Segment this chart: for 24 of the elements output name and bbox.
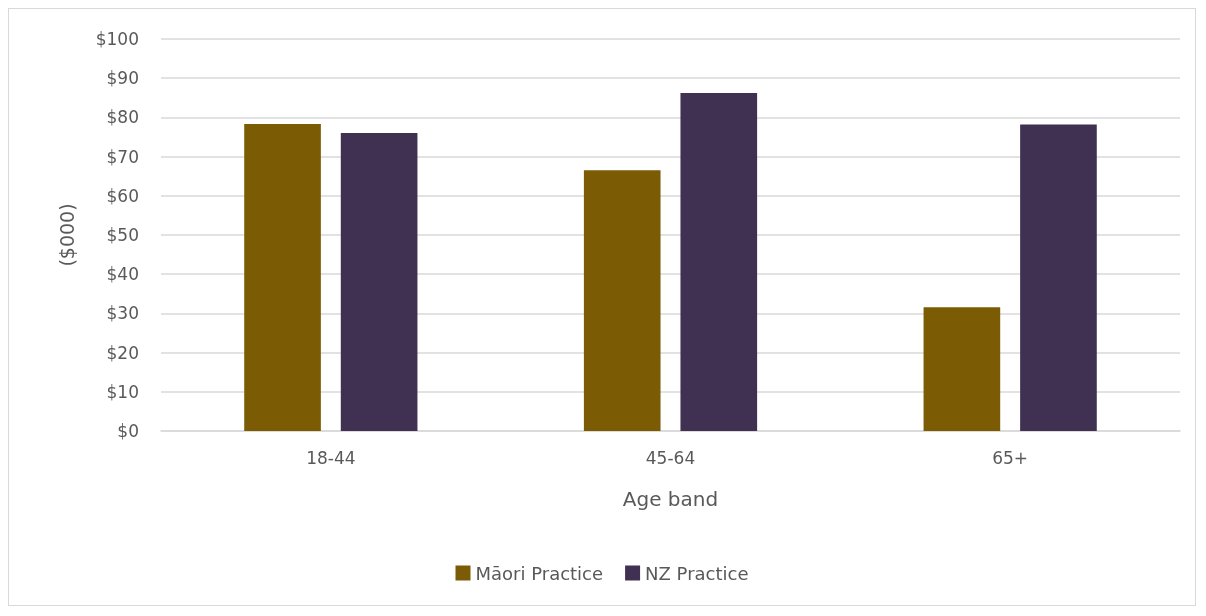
bar bbox=[680, 93, 758, 431]
y-tick-label: $100 bbox=[95, 29, 139, 49]
y-tick-label: $80 bbox=[106, 107, 139, 128]
bar bbox=[1020, 124, 1097, 431]
y-tick-label: $60 bbox=[106, 185, 139, 206]
bar bbox=[583, 170, 661, 431]
y-tick-label: $70 bbox=[106, 146, 139, 167]
x-tick-label: 65+ bbox=[992, 447, 1029, 468]
y-axis-title: ($000) bbox=[55, 203, 78, 267]
y-tick-label: $20 bbox=[106, 342, 139, 363]
bar bbox=[340, 133, 418, 431]
y-tick-label: $50 bbox=[106, 225, 139, 245]
x-tick-label: 45-64 bbox=[645, 447, 696, 468]
bar bbox=[244, 124, 321, 431]
x-axis-title: Age band bbox=[622, 487, 719, 511]
y-tick-label: $30 bbox=[106, 303, 139, 324]
legend-label: NZ Practice bbox=[645, 562, 749, 584]
x-tick-label: 18-44 bbox=[306, 447, 356, 468]
legend-label: Māori Practice bbox=[475, 562, 604, 584]
y-tick-label: $90 bbox=[106, 68, 139, 89]
y-tick-label: $0 bbox=[117, 421, 139, 441]
bar bbox=[923, 307, 1001, 431]
y-tick-label: $10 bbox=[106, 381, 139, 402]
y-tick-label: $40 bbox=[106, 264, 139, 285]
